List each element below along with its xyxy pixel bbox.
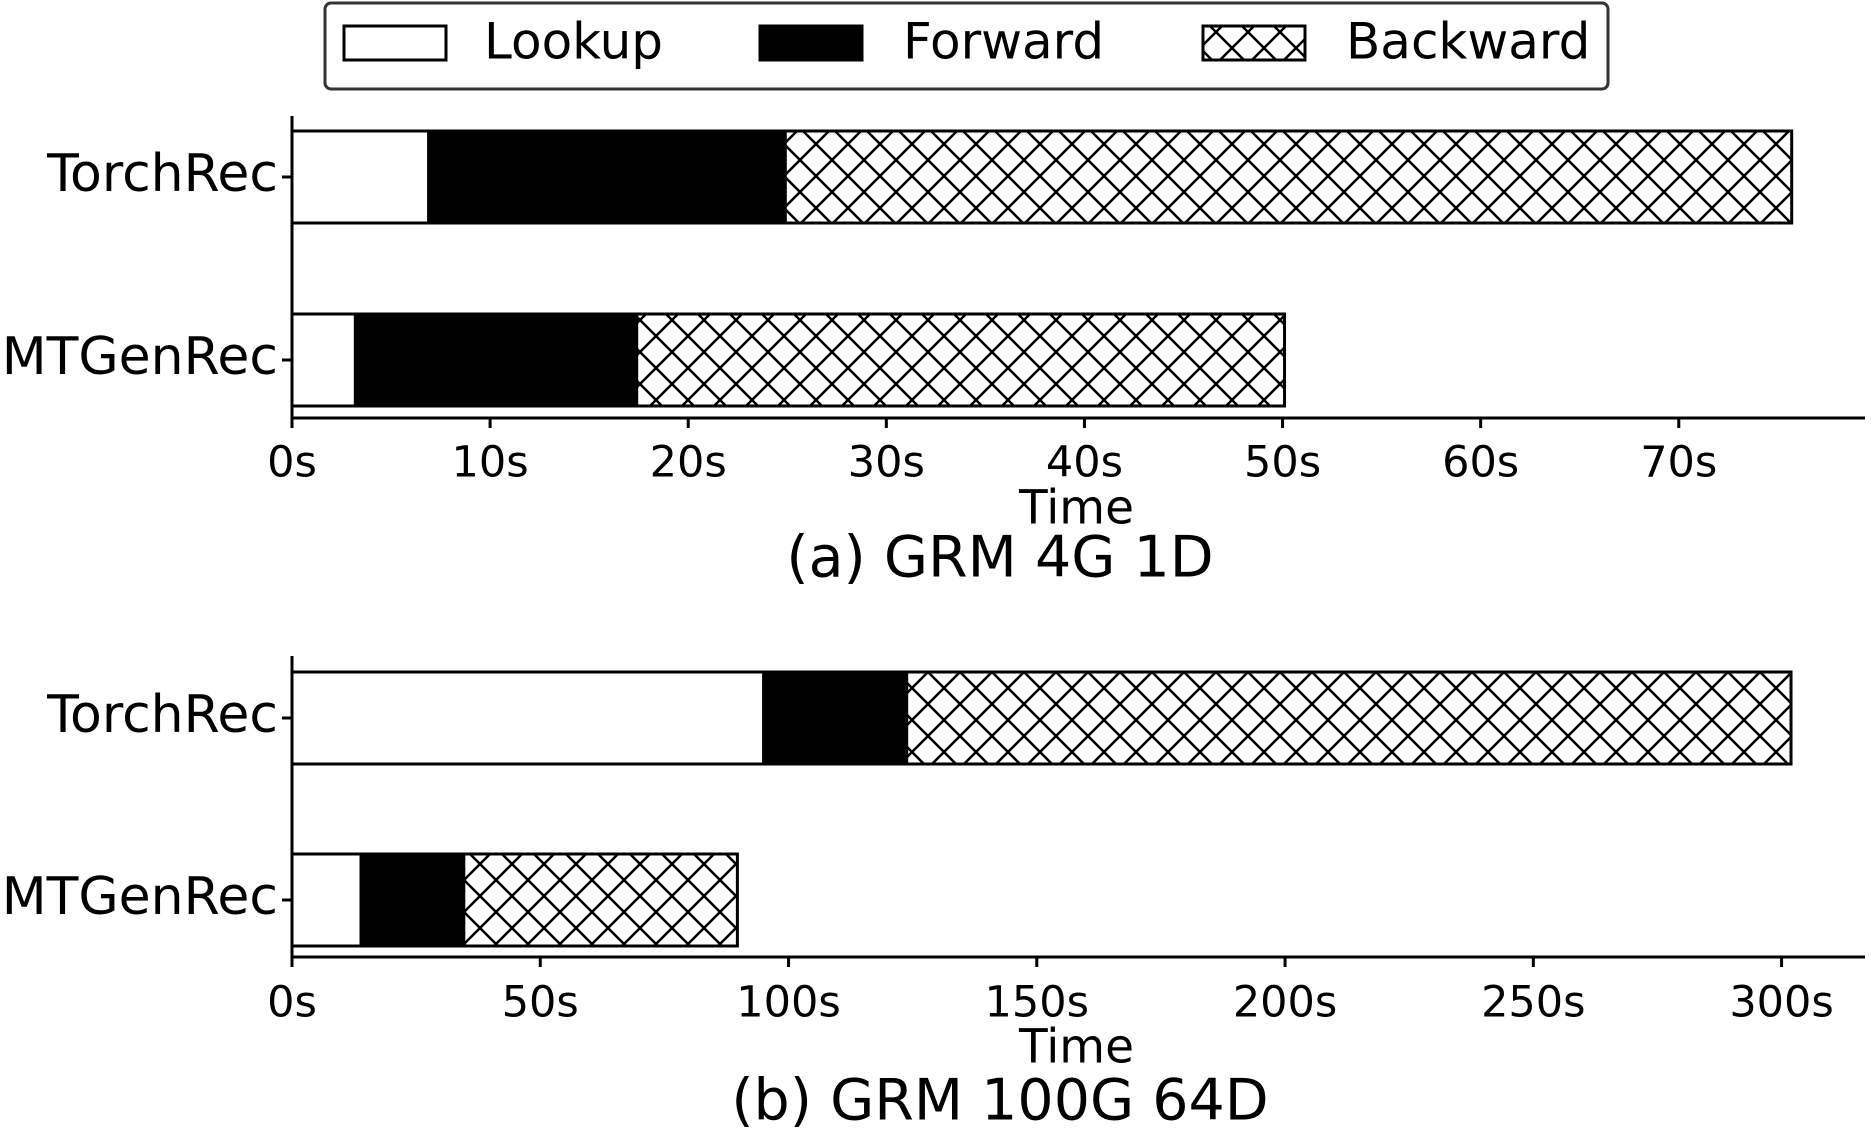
x-tick-label: 50s bbox=[1244, 438, 1321, 488]
bar-segment bbox=[762, 670, 909, 766]
x-tick-label: 70s bbox=[1640, 438, 1717, 488]
bar-segment bbox=[462, 852, 739, 948]
bar-segment bbox=[353, 312, 639, 408]
panel: 0s 50s 100s 150s 200s 250s 300s Time(b) GRM 100… bbox=[2, 656, 1865, 1133]
bar-segment bbox=[290, 670, 766, 766]
x-tick-label: 40s bbox=[1046, 438, 1123, 488]
bar-segment bbox=[427, 129, 787, 225]
x-tick-label: 60s bbox=[1442, 438, 1519, 488]
bar-segment bbox=[359, 852, 466, 948]
x-tick-label: 250s bbox=[1481, 978, 1585, 1028]
x-tick-label: 100s bbox=[736, 978, 840, 1028]
legend-swatch bbox=[758, 24, 864, 62]
legend-label: Backward bbox=[1346, 13, 1590, 71]
x-tick-label: 30s bbox=[848, 438, 925, 488]
y-tick-label: TorchRec bbox=[46, 144, 278, 204]
x-tick-label: 10s bbox=[452, 438, 529, 488]
chart-caption: (b) GRM 100G 64D bbox=[731, 1068, 1268, 1133]
x-tick-label: 0s bbox=[267, 438, 317, 488]
x-tick-label: 50s bbox=[502, 978, 579, 1028]
legend-label: Forward bbox=[903, 13, 1104, 71]
legend-swatch bbox=[342, 24, 448, 62]
x-tick-label: 150s bbox=[985, 978, 1089, 1028]
x-tick-label: 0s bbox=[267, 978, 317, 1028]
bar-segment bbox=[290, 312, 357, 408]
bar-segment bbox=[635, 312, 1287, 408]
legend-label: Lookup bbox=[484, 13, 663, 71]
legend-swatch bbox=[1201, 24, 1307, 62]
y-tick-label: TorchRec bbox=[46, 685, 278, 745]
bar-segment bbox=[290, 852, 363, 948]
legend: Lookup Forward Backward bbox=[323, 1, 1610, 91]
y-tick-label: MTGenRec bbox=[2, 867, 278, 927]
panel: 0s 10s 20s 30s 40s 50s 60s 70s Time(a) GRM 4G 1D… bbox=[2, 116, 1865, 591]
x-tick-label: 300s bbox=[1729, 978, 1833, 1028]
bar-segment bbox=[905, 670, 1793, 766]
x-tick-label: 20s bbox=[650, 438, 727, 488]
y-tick-label: MTGenRec bbox=[2, 327, 278, 387]
x-tick-label: 200s bbox=[1233, 978, 1337, 1028]
bar-segment bbox=[290, 129, 431, 225]
x-axis-label: Time bbox=[1018, 481, 1134, 536]
x-axis-label: Time bbox=[1018, 1020, 1134, 1075]
bar-segment bbox=[783, 129, 1794, 225]
chart-caption: (a) GRM 4G 1D bbox=[786, 525, 1213, 591]
